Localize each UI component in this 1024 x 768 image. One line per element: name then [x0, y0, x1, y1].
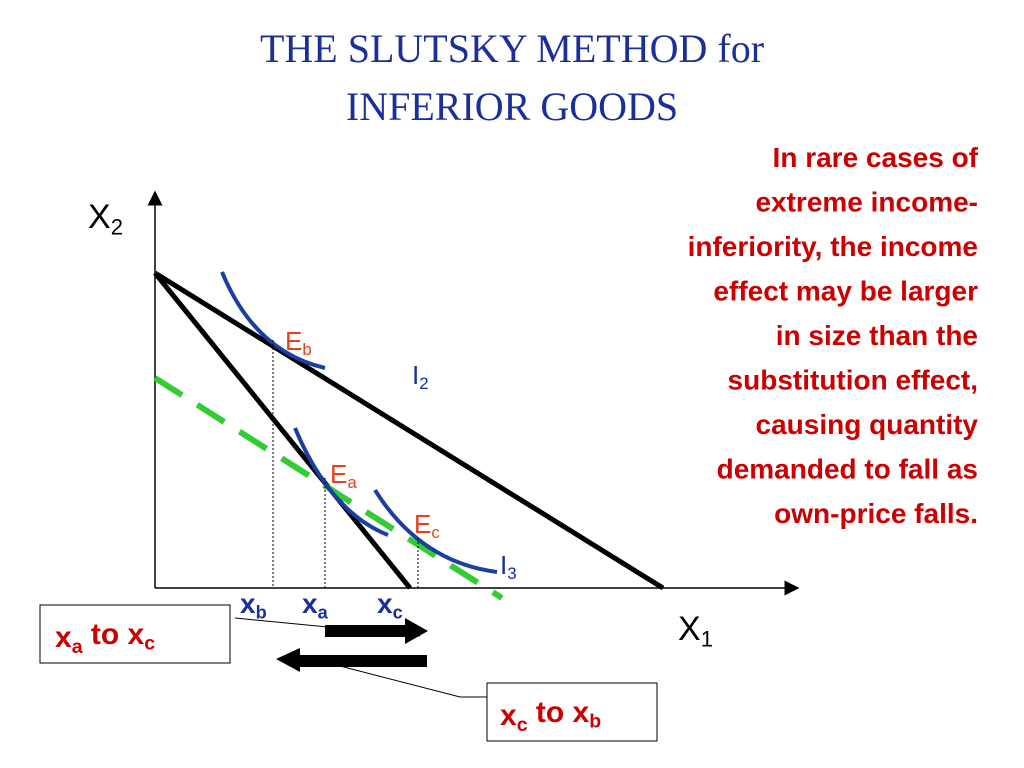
curve-label-main: I [412, 360, 419, 390]
curve-label-sub: 3 [507, 564, 516, 583]
box-text-part: c [144, 633, 155, 655]
connector [339, 665, 487, 698]
box-text-part: x [500, 699, 517, 732]
point-label-sub: b [302, 340, 311, 359]
note-line: demanded to fall as [717, 454, 978, 485]
box [39, 604, 231, 664]
box-text-part: to [83, 618, 128, 651]
curve-label: I3 [500, 550, 517, 583]
indifference-curve [373, 488, 498, 574]
title-line: THE SLUTSKY METHOD for [260, 26, 764, 71]
note-line: extreme income- [755, 187, 978, 218]
point-label: Ea [330, 459, 357, 492]
box-text-part: x [573, 696, 590, 729]
note-line: own-price falls. [774, 498, 978, 529]
indifference-curve [293, 427, 389, 537]
point-label: Eb [285, 326, 312, 359]
quantity-label: xb [240, 588, 267, 622]
quantity-label-main: x [240, 588, 256, 619]
box-text: xc to xb [500, 696, 601, 736]
box-text-part: b [589, 711, 601, 733]
quantity-label: xc [377, 588, 403, 622]
point-label-main: E [414, 509, 431, 539]
axis-label-sub: 1 [701, 627, 713, 652]
quantity-label-sub: a [318, 602, 329, 622]
quantity-label-sub: b [256, 602, 267, 622]
box-text-part: to [528, 696, 573, 729]
box-text-part: c [517, 714, 528, 736]
quantity-label-sub: c [393, 602, 403, 622]
arrow-head [405, 618, 428, 644]
guides [272, 340, 419, 588]
point-label-main: E [330, 459, 347, 489]
point-label-main: E [285, 326, 302, 356]
box-text-part: a [72, 636, 83, 658]
curve-label-sub: 2 [419, 374, 428, 393]
indifference-curve [220, 271, 326, 370]
note-line: in size than the [776, 320, 978, 351]
box-text: xa to xc [55, 618, 155, 658]
axis-label: X1 [678, 610, 713, 652]
curve-label: I2 [412, 360, 429, 393]
title-line: INFERIOR GOODS [346, 84, 678, 129]
curve-label-main: I [500, 550, 507, 580]
point-label-sub: c [431, 523, 439, 542]
box-text-part: x [55, 621, 72, 654]
axis-label: X2 [88, 198, 123, 240]
arrow-head [276, 648, 300, 672]
box [486, 682, 658, 742]
note-line: In rare cases of [773, 142, 979, 173]
note: In rare cases of extreme income-inferiori… [688, 142, 979, 529]
point-label: Ec [414, 509, 440, 542]
quantity-label-main: x [377, 588, 393, 619]
axis-label-main: X [678, 610, 701, 648]
budget-line [153, 271, 412, 590]
note-line: causing quantity [756, 409, 979, 440]
note-line: substitution effect, [728, 365, 978, 396]
note-line: inferiority, the income [688, 231, 978, 262]
point-label-sub: a [347, 473, 357, 492]
quantity-label-main: x [302, 588, 318, 619]
note-line: effect may be larger [713, 276, 978, 307]
axis-label-sub: 2 [111, 215, 123, 240]
quantity-label: xa [302, 588, 329, 622]
budget-line [153, 270, 665, 591]
axis-label-main: X [88, 198, 111, 236]
box-text-part: x [128, 618, 145, 651]
